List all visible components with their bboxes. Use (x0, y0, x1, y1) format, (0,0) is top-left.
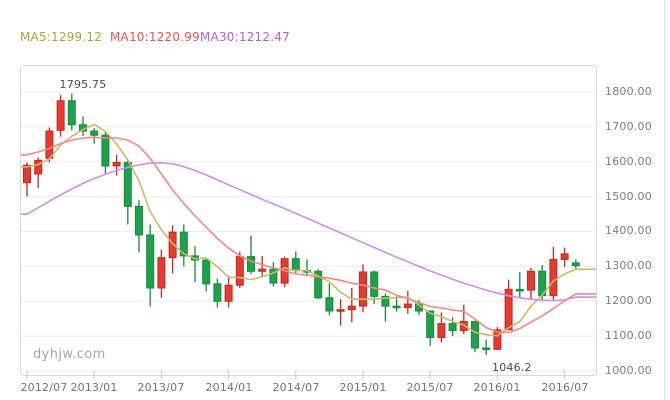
y-axis-label: 1800.00 (605, 85, 652, 98)
site-watermark: dyhjw.com (33, 347, 106, 362)
y-axis-label: 1600.00 (605, 155, 652, 168)
legend-ma5-value: MA5:1299.12 (20, 30, 103, 44)
x-axis-label: 2015/01 (339, 381, 387, 394)
low-price-annotation: 1046.2 (492, 361, 532, 374)
y-axis-label: 1300.00 (605, 259, 652, 272)
plot-area (20, 65, 597, 376)
x-axis-label: 2014/07 (272, 381, 320, 394)
y-axis-label: 1100.00 (605, 329, 652, 342)
y-axis-label: 1200.00 (605, 294, 652, 307)
panel-right-border (664, 0, 665, 400)
ma-legend: MA5:1299.12 MA10:1220.99 MA30:1212.47 (0, 0, 670, 50)
high-price-annotation: 1795.75 (59, 78, 107, 91)
y-axis-label: 1700.00 (605, 120, 652, 133)
x-axis-label: 2013/01 (70, 381, 118, 394)
x-axis-label: 2012/07 (20, 381, 68, 394)
x-axis-label: 2013/07 (137, 381, 185, 394)
x-axis-label: 2016/07 (541, 381, 589, 394)
x-axis-label: 2016/01 (473, 381, 521, 394)
y-axis-label: 1400.00 (605, 224, 652, 237)
y-axis-label: 1500.00 (605, 190, 652, 203)
legend-ma30-value: MA30:1212.47 (200, 30, 290, 44)
y-axis-label: 1000.00 (605, 364, 652, 377)
x-axis-label: 2015/07 (406, 381, 454, 394)
x-axis-label: 2014/01 (205, 381, 253, 394)
legend-ma10-value: MA10:1220.99 (110, 30, 200, 44)
